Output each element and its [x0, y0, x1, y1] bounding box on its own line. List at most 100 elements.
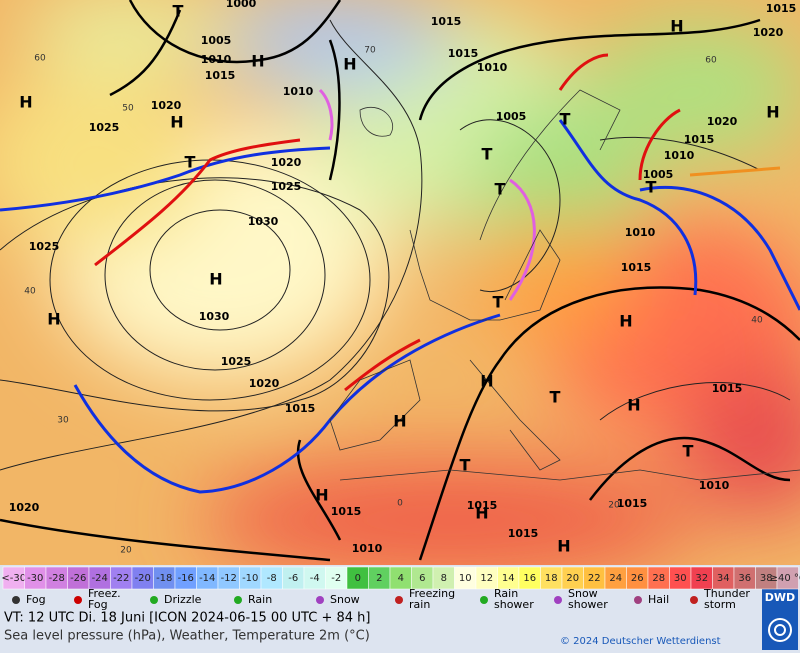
scale-label: 6 — [419, 573, 425, 584]
scale-label: -24 — [92, 573, 108, 584]
scale-label: 20 — [566, 573, 579, 584]
legend-symbol — [234, 596, 242, 604]
pressure-center: T — [173, 2, 184, 21]
pressure-center: H — [475, 504, 488, 523]
isobar-label: 1020 — [151, 99, 182, 112]
legend-symbol — [634, 596, 642, 604]
legend-label: Fog — [88, 598, 108, 611]
temperature-label: 20 — [120, 546, 132, 556]
pressure-center: H — [670, 17, 683, 36]
isobar-label: 1015 — [431, 15, 462, 28]
description: Sea level pressure (hPa), Weather, Tempe… — [4, 629, 370, 644]
legend-symbol — [316, 596, 324, 604]
pressure-center: H — [557, 537, 570, 556]
scale-label: 30 — [674, 573, 687, 584]
pressure-center: H — [315, 486, 328, 505]
pressure-center: T — [460, 456, 471, 475]
pressure-center: H — [209, 270, 222, 289]
isobar-label: 1020 — [707, 115, 738, 128]
scale-label: 4 — [398, 573, 404, 584]
temperature-label: 70 — [364, 46, 376, 56]
scale-label: 18 — [545, 573, 558, 584]
temperature-label: 60 — [34, 54, 46, 64]
pressure-center: H — [19, 93, 32, 112]
temperature-label: 0 — [397, 499, 403, 509]
valid-time: VT: 12 UTC Di. 18 Juni [ICON 2024-06-15 … — [4, 611, 370, 626]
isobar-label: 1015 — [766, 2, 797, 15]
isobar-label: 1010 — [352, 542, 383, 555]
isobar-label: 1015 — [617, 497, 648, 510]
pressure-center: H — [393, 412, 406, 431]
pressure-center: T — [495, 180, 506, 199]
scale-label: 24 — [609, 573, 622, 584]
legend-label: Freez. — [88, 587, 121, 600]
legend-label: Fog — [26, 593, 46, 606]
legend-symbol — [395, 596, 403, 604]
isobar-label: 1010 — [283, 85, 314, 98]
scale-label: 12 — [480, 573, 493, 584]
scale-label: 0 — [355, 573, 361, 584]
isobar-label: 1005 — [643, 168, 674, 181]
legend-symbol — [480, 596, 488, 604]
scale-label: -4 — [310, 573, 320, 584]
legend-label: Rain — [494, 587, 518, 600]
scale-label: 26 — [631, 573, 644, 584]
legend-symbol — [690, 596, 698, 604]
scale-label: -22 — [113, 573, 129, 584]
pressure-center: T — [185, 153, 196, 172]
scale-label: 8 — [441, 573, 447, 584]
pressure-center: H — [619, 312, 632, 331]
isobars — [0, 0, 800, 562]
map-area — [0, 0, 800, 565]
temperature-label: 40 — [24, 287, 36, 297]
legend-symbol — [554, 596, 562, 604]
legend-label: Hail — [648, 593, 669, 606]
pressure-center: H — [766, 103, 779, 122]
scale-label: -18 — [156, 573, 172, 584]
scale-label: -14 — [199, 573, 215, 584]
isobar-label: 1020 — [9, 501, 40, 514]
scale-label: -28 — [49, 573, 65, 584]
scale-label: 32 — [695, 573, 708, 584]
temperature-label: 50 — [122, 104, 134, 114]
legend-label: shower — [494, 598, 534, 611]
pressure-center: T — [683, 442, 694, 461]
scale-label: -10 — [242, 573, 258, 584]
dwd-logo: DWD — [762, 588, 798, 650]
scale-label: -26 — [70, 573, 86, 584]
legend-symbol — [74, 596, 82, 604]
copyright: © 2024 Deutscher Wetterdienst — [560, 636, 721, 647]
temperature-label: 20 — [608, 501, 620, 511]
isobar-label: 1010 — [664, 149, 695, 162]
scale-label: -16 — [178, 573, 194, 584]
pressure-center: H — [47, 310, 60, 329]
isobar-label: 1015 — [684, 133, 715, 146]
scale-label: 36 — [738, 573, 751, 584]
isobar-label: 1025 — [221, 355, 252, 368]
isobar-label: 1015 — [467, 499, 498, 512]
isobar-label: 1005 — [201, 34, 232, 47]
pressure-center: T — [646, 178, 657, 197]
legend-label: shower — [568, 598, 608, 611]
isobar-label: 1015 — [621, 261, 652, 274]
scale-label: ≥40 °C — [770, 573, 800, 584]
scale-label: -30 — [27, 573, 43, 584]
scale-label: 34 — [717, 573, 730, 584]
scale-label: 14 — [502, 573, 515, 584]
legend-label: Rain — [248, 593, 272, 606]
isobar-label: 1020 — [271, 156, 302, 169]
isobar-label: 1030 — [199, 310, 230, 323]
isobar-label: 1010 — [477, 61, 508, 74]
isobar-label: 1025 — [271, 180, 302, 193]
temperature-label: 30 — [57, 416, 69, 426]
temperature-label: 60 — [705, 56, 717, 66]
fronts — [0, 9, 800, 494]
isobar-label: 1015 — [205, 69, 236, 82]
logo-text: DWD — [765, 591, 795, 604]
scale-label: 22 — [588, 573, 601, 584]
isobar-label: 1015 — [712, 382, 743, 395]
isobar-label: 1010 — [201, 53, 232, 66]
scale-label: 10 — [459, 573, 472, 584]
isobar-label: 1020 — [753, 26, 784, 39]
